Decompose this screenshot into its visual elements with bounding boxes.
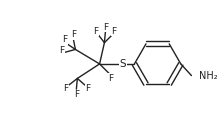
- Text: S: S: [119, 59, 126, 69]
- Text: F: F: [108, 74, 113, 83]
- Text: NH₂: NH₂: [199, 71, 218, 80]
- Text: F: F: [59, 46, 64, 55]
- Text: F: F: [85, 84, 91, 93]
- Text: F: F: [74, 90, 79, 99]
- Text: F: F: [112, 27, 117, 36]
- Text: F: F: [93, 27, 98, 36]
- Text: F: F: [63, 84, 68, 93]
- Text: F: F: [103, 23, 108, 32]
- Text: F: F: [62, 35, 67, 44]
- Text: F: F: [71, 30, 76, 39]
